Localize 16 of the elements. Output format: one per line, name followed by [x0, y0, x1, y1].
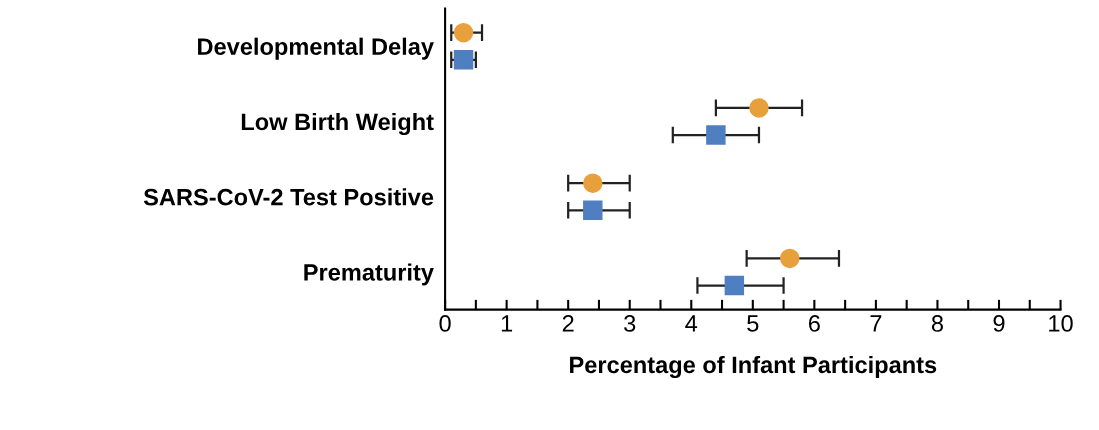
x-tick-label: 3: [624, 315, 636, 332]
x-tick-label: 2: [562, 315, 574, 332]
y-tick-label: Prematurity: [304, 263, 434, 286]
x-axis-title: Percentage of Infant Participants: [570, 355, 937, 379]
x-tick-label: 6: [808, 315, 820, 332]
x-tick-label: 5: [747, 315, 759, 332]
y-tick-label: Developmental Delay: [198, 37, 434, 60]
y-tick-label: SARS-CoV-2 Test Positive: [143, 188, 434, 206]
x-tick-label: 10: [1049, 315, 1073, 332]
x-tick-label: 4: [685, 315, 698, 332]
x-tick-label: 1: [501, 315, 513, 332]
y-tick-label: Low Birth Weight: [241, 112, 434, 136]
x-tick-label: 0: [439, 315, 451, 332]
x-tick-label: 9: [993, 315, 1005, 332]
x-tick-label: 7: [870, 315, 882, 332]
x-tick-label: 8: [931, 315, 943, 332]
